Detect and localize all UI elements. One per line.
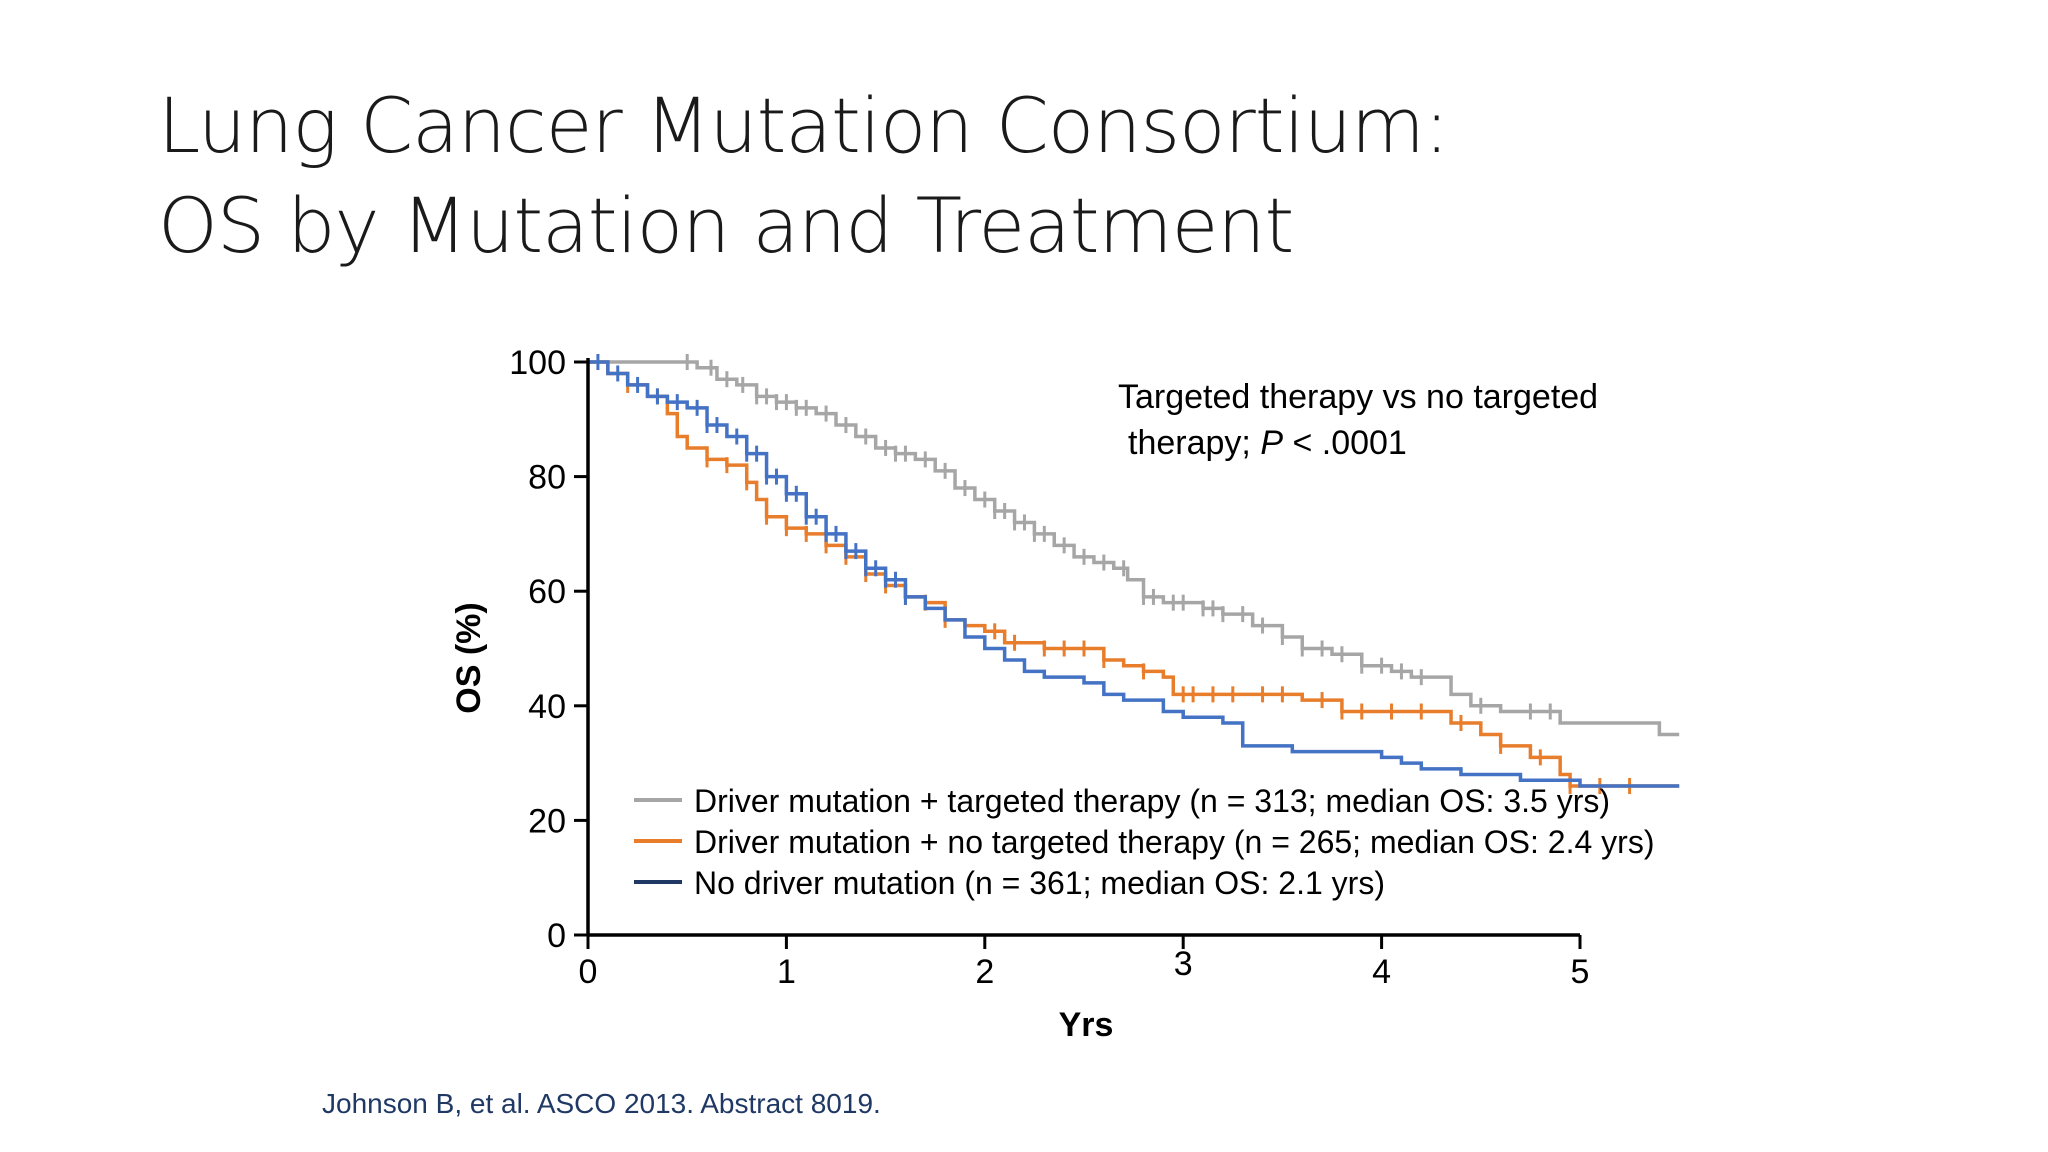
- legend-label-1: Driver mutation + no targeted therapy (n…: [694, 824, 1654, 860]
- annotation-line1: Targeted therapy vs no targeted: [1118, 378, 1598, 416]
- legend-label-0: Driver mutation + targeted therapy (n = …: [694, 783, 1610, 819]
- slide-title-line2: OS by Mutation and Treatment: [158, 181, 1294, 270]
- x-tick-label-4: 4: [1372, 953, 1391, 991]
- slide-title: Lung Cancer Mutation Consortium: OS by M…: [158, 76, 1450, 276]
- series-layer: [588, 354, 1680, 795]
- axes-layer: 0 20 40 60 80 100 0 1 2 3 4 5: [509, 344, 1589, 991]
- x-tick-label-1: 1: [777, 953, 796, 991]
- annotation-prefix: therapy;: [1128, 424, 1260, 462]
- citation: Johnson B, et al. ASCO 2013. Abstract 80…: [322, 1088, 881, 1119]
- annotation-p-symbol: P: [1260, 424, 1283, 462]
- x-tick-label-0: 0: [579, 953, 598, 991]
- x-tick-label-5: 5: [1571, 953, 1590, 991]
- legend: Driver mutation + targeted therapy (n = …: [634, 783, 1654, 901]
- y-tick-label-5: 100: [509, 344, 566, 382]
- slide-title-line1: Lung Cancer Mutation Consortium:: [158, 81, 1450, 170]
- y-tick-label-1: 20: [528, 802, 566, 840]
- x-axis-label: Yrs: [1059, 1006, 1114, 1044]
- y-tick-label-2: 40: [528, 688, 566, 726]
- series-line-0: [588, 360, 1680, 737]
- legend-label-2: No driver mutation (n = 361; median OS: …: [694, 865, 1385, 901]
- annotation-suffix: < .0001: [1283, 424, 1407, 462]
- label-layer: Yrs OS (%) Targeted therapy vs no targeted…: [450, 378, 1598, 1044]
- x-tick-label-2: 2: [975, 953, 994, 991]
- y-tick-label-0: 0: [547, 917, 566, 955]
- annotation-line2: therapy; P < .0001: [1128, 424, 1407, 462]
- y-tick-label-4: 80: [528, 459, 566, 497]
- x-tick-label-3: 3: [1174, 945, 1193, 983]
- y-axis-label: OS (%): [450, 602, 488, 713]
- series-0: [588, 354, 1680, 737]
- series-2: [588, 354, 1680, 788]
- series-line-2: [588, 360, 1680, 788]
- y-tick-label-3: 60: [528, 573, 566, 611]
